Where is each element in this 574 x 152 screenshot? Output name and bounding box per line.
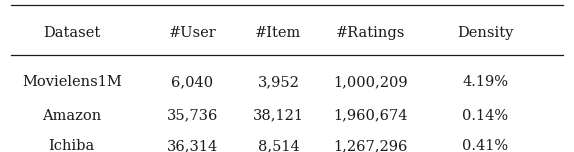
Text: 4.19%: 4.19%: [462, 75, 508, 89]
Text: Ichiba: Ichiba: [49, 139, 95, 152]
Text: 1,267,296: 1,267,296: [333, 139, 408, 152]
Text: 36,314: 36,314: [166, 139, 218, 152]
Text: 1,000,209: 1,000,209: [333, 75, 408, 89]
Text: 1,960,674: 1,960,674: [333, 109, 408, 123]
Text: 0.41%: 0.41%: [462, 139, 508, 152]
Text: Dataset: Dataset: [43, 26, 100, 40]
Text: 0.14%: 0.14%: [462, 109, 508, 123]
Text: 38,121: 38,121: [253, 109, 304, 123]
Text: 8,514: 8,514: [258, 139, 299, 152]
Text: 35,736: 35,736: [166, 109, 218, 123]
Text: Movielens1M: Movielens1M: [22, 75, 122, 89]
Text: 6,040: 6,040: [171, 75, 214, 89]
Text: Amazon: Amazon: [42, 109, 102, 123]
Text: 3,952: 3,952: [258, 75, 299, 89]
Text: Density: Density: [457, 26, 513, 40]
Text: #User: #User: [168, 26, 216, 40]
Text: #Item: #Item: [255, 26, 301, 40]
Text: #Ratings: #Ratings: [336, 26, 405, 40]
